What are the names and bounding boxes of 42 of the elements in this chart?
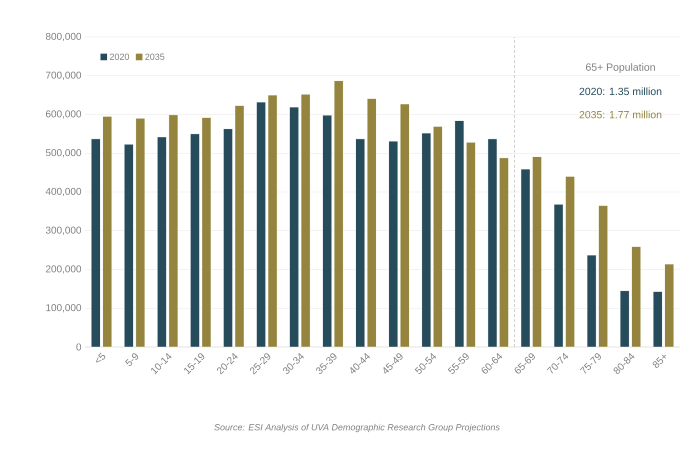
bar — [433, 126, 443, 348]
bar — [388, 141, 398, 348]
bar — [653, 291, 662, 348]
source-note: Source: ESI Analysis of UVA Demographic Research Group Projections — [214, 424, 500, 432]
legend-label: 2020 — [110, 54, 130, 60]
bar — [367, 98, 376, 348]
bar — [400, 104, 410, 348]
bar — [289, 106, 299, 348]
bar — [334, 80, 344, 348]
y-tick-label: 600,000 — [46, 110, 82, 119]
y-tick-label: 700,000 — [46, 72, 82, 80]
x-tick-label: 5-9 — [125, 353, 138, 366]
y-tick-label: 500,000 — [46, 149, 82, 158]
y-tick-label: 400,000 — [46, 188, 82, 196]
bar — [300, 94, 310, 348]
bar — [157, 136, 167, 348]
bar — [422, 132, 432, 348]
x-tick-label: 85+ — [652, 354, 666, 368]
y-tick-label: 300,000 — [46, 226, 82, 235]
x-tick-label: <5 — [96, 352, 106, 363]
bar — [136, 118, 146, 348]
bar — [586, 254, 596, 348]
annotation: 65+ Population — [586, 63, 655, 73]
bar — [454, 120, 464, 348]
bar — [168, 114, 178, 348]
bar — [466, 142, 476, 348]
bar — [124, 144, 134, 348]
bar — [91, 138, 100, 348]
bar — [598, 205, 608, 348]
legend-label: 2035 — [145, 54, 164, 60]
bar — [356, 138, 365, 348]
bar — [620, 290, 630, 348]
annotation: 2035: 1.77 million — [580, 110, 662, 118]
y-tick-label: 0 — [76, 343, 82, 351]
y-tick-label: 200,000 — [46, 265, 82, 274]
bar — [631, 246, 641, 348]
bar — [664, 264, 674, 348]
y-tick-label: 100,000 — [46, 304, 82, 312]
y-tick-label: 800,000 — [46, 32, 82, 42]
bar — [322, 115, 332, 348]
bar — [102, 116, 112, 348]
annotation: 2020: 1.35 million — [580, 87, 662, 96]
